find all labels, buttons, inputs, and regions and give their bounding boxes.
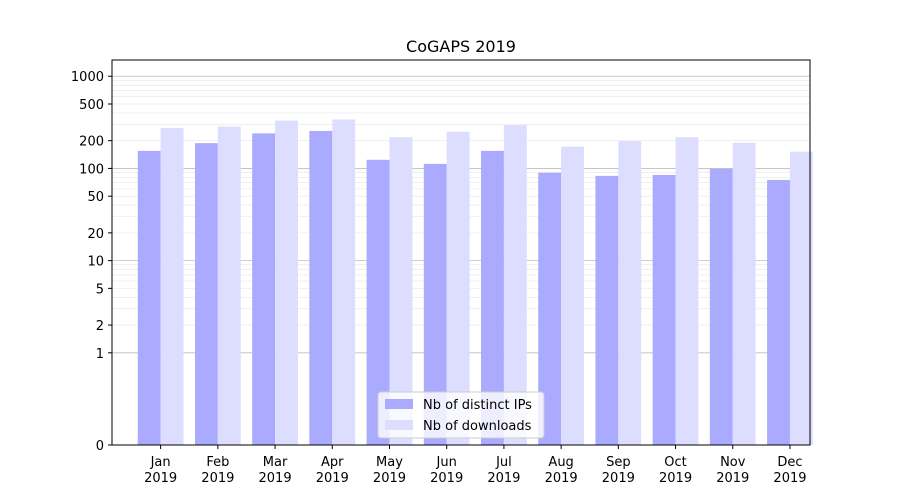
bar-distinct-ips — [538, 172, 562, 445]
bar-downloads — [789, 151, 813, 445]
y-tick-label: 2 — [96, 319, 104, 334]
bar-downloads — [332, 119, 356, 445]
bar-distinct-ips — [309, 130, 333, 445]
bar-downloads — [561, 146, 585, 446]
legend-swatch-downloads — [385, 420, 413, 430]
x-tick-label: Sep 2019 — [602, 455, 635, 486]
x-tick-label: Apr 2019 — [316, 455, 349, 486]
y-tick-label: 1000 — [71, 70, 104, 85]
bar-downloads — [275, 120, 298, 446]
chart-title: CoGAPS 2019 — [406, 37, 516, 56]
x-tick-label: Oct 2019 — [659, 455, 692, 486]
bar-distinct-ips — [481, 150, 504, 445]
y-tick-label: 500 — [79, 98, 104, 113]
y-tick-label: 5 — [96, 282, 104, 297]
x-tick-label: Aug 2019 — [545, 455, 578, 486]
y-tick-label: 20 — [87, 227, 104, 242]
bar-distinct-ips — [366, 159, 390, 445]
plot-frame — [111, 59, 811, 446]
y-tick-label: 100 — [79, 162, 104, 177]
bar-downloads — [675, 137, 699, 445]
x-tick-label: Jan 2019 — [144, 455, 177, 486]
bar-downloads — [217, 126, 241, 445]
bar-distinct-ips — [137, 150, 161, 445]
bar-downloads — [160, 127, 184, 446]
x-tick-label: Jul 2019 — [487, 455, 520, 486]
x-tick-label: May 2019 — [373, 455, 406, 486]
x-axis: Jan 2019 Feb 2019 Mar 2019 Apr 2019 May 2019 Jun 20… — [144, 445, 807, 486]
bar-distinct-ips — [252, 133, 276, 445]
legend-swatch-ips — [385, 399, 413, 409]
x-tick-label: Mar 2019 — [259, 455, 292, 486]
bars — [137, 119, 813, 446]
x-tick-label: Jun 2019 — [430, 455, 463, 486]
bar-downloads — [618, 141, 642, 446]
bar-distinct-ips — [423, 163, 447, 445]
x-tick-label: Feb 2019 — [201, 455, 234, 486]
legend-label-downloads: Nb of downloads — [423, 419, 532, 434]
bar-distinct-ips — [709, 168, 733, 445]
y-axis: 0 1 2 5 10 20 50 100 200 500 1000 — [71, 70, 112, 454]
bar-downloads — [732, 142, 756, 446]
bar-downloads — [446, 131, 470, 446]
legend-label-ips: Nb of distinct IPs — [423, 398, 532, 413]
bar-downloads — [389, 137, 413, 445]
y-tick-label: 0 — [96, 439, 104, 454]
y-tick-label: 10 — [87, 255, 104, 270]
bar-downloads — [503, 125, 527, 445]
legend: Nb of distinct IPs Nb of downloads — [377, 391, 545, 439]
legend-box — [377, 391, 545, 439]
bar-distinct-ips — [595, 175, 619, 445]
x-tick-label: Nov 2019 — [716, 455, 749, 486]
y-tick-label: 200 — [79, 135, 104, 150]
bar-distinct-ips — [652, 174, 676, 445]
bar-distinct-ips — [194, 143, 218, 445]
y-tick-label: 1 — [96, 347, 104, 362]
x-tick-label: Dec 2019 — [773, 455, 806, 486]
y-tick-label: 50 — [87, 190, 104, 205]
bar-distinct-ips — [767, 179, 790, 446]
